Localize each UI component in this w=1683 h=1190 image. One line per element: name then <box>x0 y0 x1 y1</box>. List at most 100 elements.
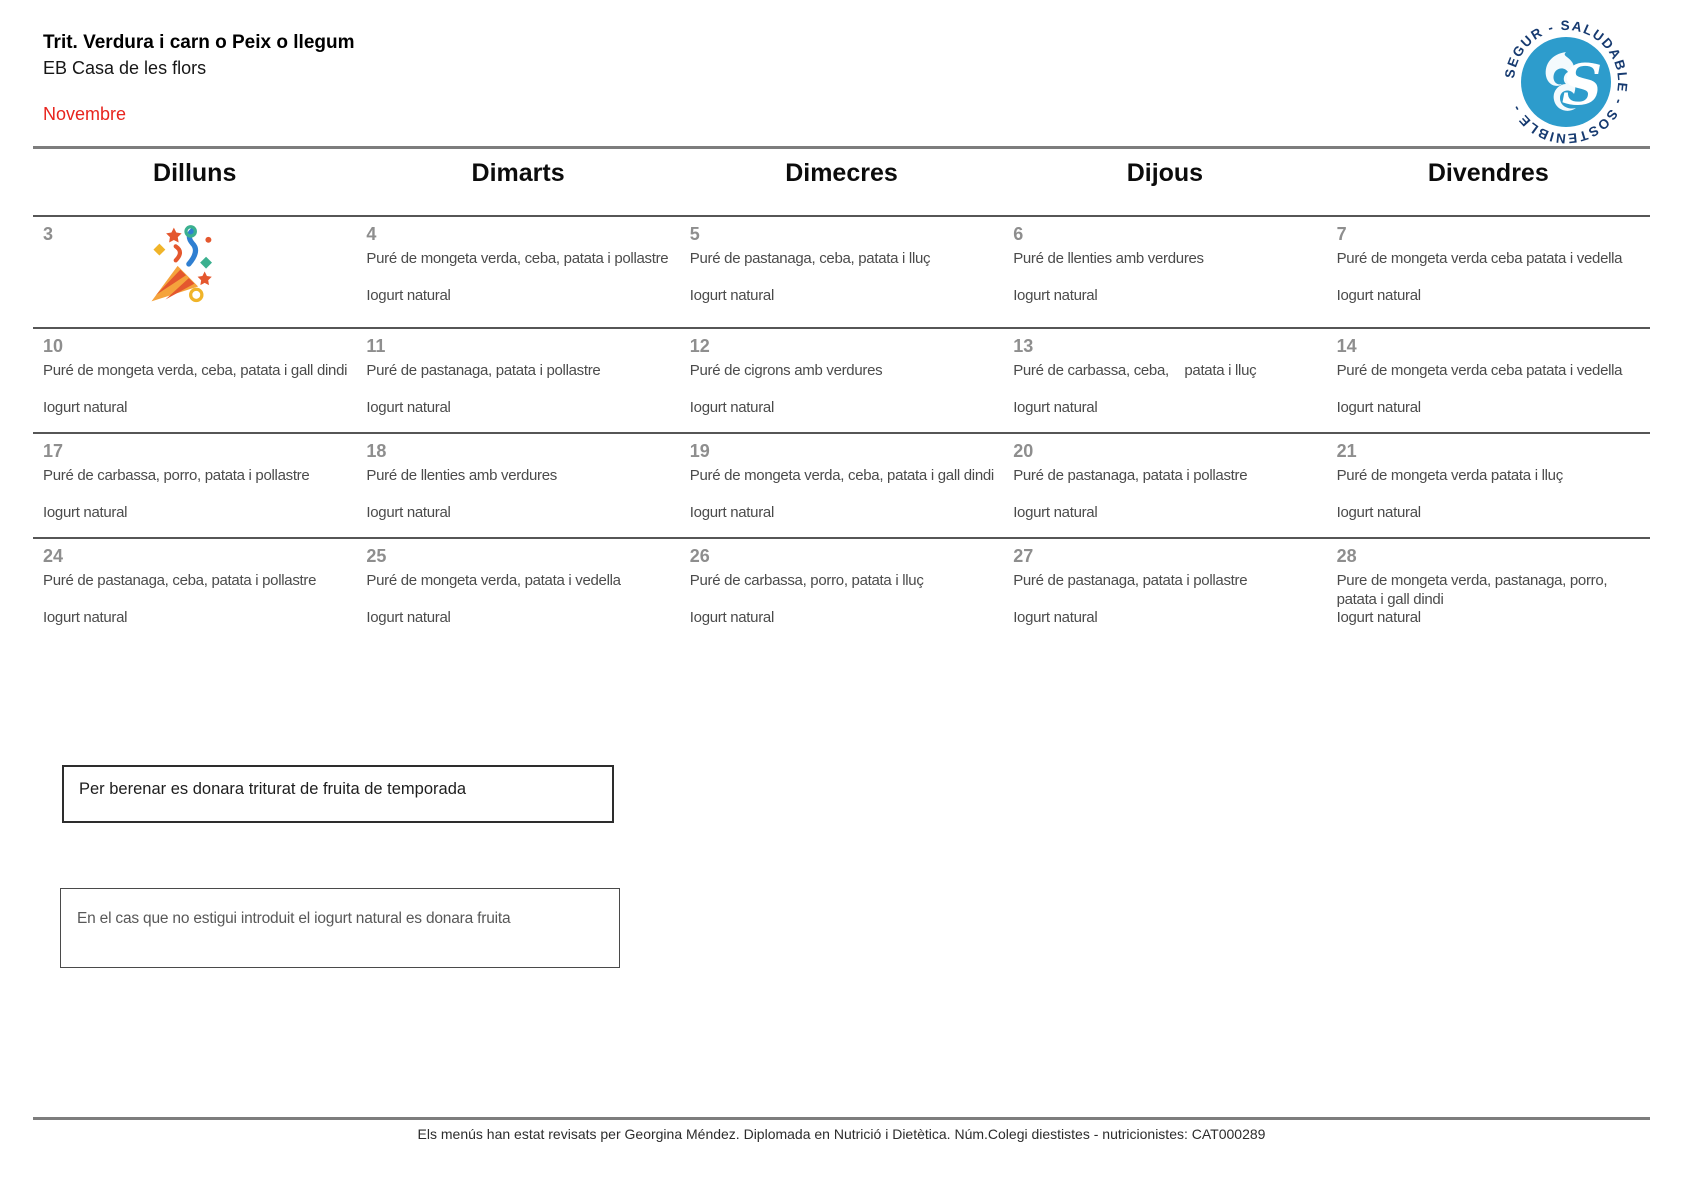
day-number: 3 <box>43 224 54 244</box>
yogurt-alternative-note-text: En el cas que no estigui introduit el io… <box>77 910 511 927</box>
page-title: Trit. Verdura i carn o Peix o llegum <box>43 32 355 53</box>
menu-text: Puré de mongeta verda ceba patata i vede… <box>1336 250 1623 267</box>
week-row-2: 10 Puré de mongeta verda, ceba, patata i… <box>33 327 1650 432</box>
menu-text: Puré de pastanaga, ceba, patata i pollas… <box>43 572 317 589</box>
menu-text: Puré de carbassa, ceba, patata i lluç <box>1013 362 1257 379</box>
yogurt-text: Iogurt natural <box>689 287 775 304</box>
menu-text: Puré de cigrons amb verdures <box>689 362 883 379</box>
day-cell-19: 19 Puré de mongeta verda, ceba, patata i… <box>680 434 1003 537</box>
day-number: 21 <box>1336 441 1357 461</box>
yogurt-text: Iogurt natural <box>43 504 128 521</box>
yogurt-text: Iogurt natural <box>689 504 775 521</box>
day-number: 4 <box>366 224 377 244</box>
day-cell-4: 4 Puré de mongeta verda, ceba, patata i … <box>356 217 679 327</box>
menu-text: Puré de mongeta verda ceba patata i vede… <box>1336 362 1623 379</box>
menu-text: Puré de pastanaga, patata i pollastre <box>366 362 601 379</box>
yogurt-text: Iogurt natural <box>1336 287 1422 304</box>
day-cell-17: 17 Puré de carbassa, porro, patata i pol… <box>33 434 356 537</box>
day-cell-20: 20 Puré de pastanaga, patata i pollastre… <box>1003 434 1326 537</box>
day-cell-6: 6 Puré de llenties amb verdures Iogurt n… <box>1003 217 1326 327</box>
day-number: 11 <box>366 336 386 356</box>
day-number: 26 <box>689 546 710 566</box>
day-cell-27: 27 Puré de pastanaga, patata i pollastre… <box>1003 539 1326 649</box>
weekday-monday: Dilluns <box>153 159 237 187</box>
day-cell-14: 14 Puré de mongeta verda ceba patata i v… <box>1327 329 1650 432</box>
yogurt-text: Iogurt natural <box>1013 399 1098 416</box>
weekday-tuesday: Dimarts <box>471 159 565 187</box>
weekday-wednesday: Dimecres <box>785 159 898 187</box>
menu-text: Puré de mongeta verda, patata i vedella <box>366 572 621 589</box>
snack-note-box: Per berenar es donara triturat de fruita… <box>62 765 614 823</box>
menu-text: Puré de carbassa, porro, patata i pollas… <box>43 467 310 484</box>
yogurt-text: Iogurt natural <box>1013 287 1098 304</box>
yogurt-alternative-note-box: En el cas que no estigui introduit el io… <box>60 888 620 968</box>
yogurt-text: Iogurt natural <box>366 287 451 304</box>
day-cell-18: 18 Puré de llenties amb verdures Iogurt … <box>356 434 679 537</box>
day-cell-12: 12 Puré de cigrons amb verdures Iogurt n… <box>680 329 1003 432</box>
menu-text: Pure de mongeta verda, pastanaga, porro,… <box>1336 572 1612 608</box>
weekday-friday: Divendres <box>1427 159 1549 187</box>
yogurt-text: Iogurt natural <box>366 504 451 521</box>
menu-text: Puré de carbassa, porro, patata i lluç <box>689 572 924 589</box>
menu-text: Puré de pastanaga, patata i pollastre <box>1013 572 1248 589</box>
week-row-3: 17 Puré de carbassa, porro, patata i pol… <box>33 432 1650 537</box>
logo-3s-glyph: S <box>1562 52 1602 118</box>
day-cell-13: 13 Puré de carbassa, ceba, patata i lluç… <box>1003 329 1326 432</box>
day-number: 10 <box>43 336 64 356</box>
day-number: 17 <box>43 441 64 461</box>
yogurt-text: Iogurt natural <box>1336 609 1422 626</box>
day-number: 6 <box>1013 224 1024 244</box>
school-name: EB Casa de les flors <box>43 58 207 78</box>
footer-divider <box>33 1117 1650 1120</box>
day-number: 12 <box>689 336 710 356</box>
day-number: 5 <box>689 224 700 244</box>
yogurt-text: Iogurt natural <box>43 609 128 626</box>
yogurt-text: Iogurt natural <box>1013 504 1098 521</box>
week-row-1: 3 4 Puré de mongeta <box>33 215 1650 327</box>
menu-text: Puré de mongeta verda patata i lluç <box>1336 467 1564 484</box>
day-cell-11: 11 Puré de pastanaga, patata i pollastre… <box>356 329 679 432</box>
weekday-thursday: Dijous <box>1126 159 1204 187</box>
day-number: 24 <box>43 546 64 566</box>
day-cell-24: 24 Puré de pastanaga, ceba, patata i pol… <box>33 539 356 649</box>
menu-text: Puré de mongeta verda, ceba, patata i ga… <box>689 467 994 484</box>
menu-calendar: Dilluns Dimarts Dimecres Dijous Divendre… <box>33 149 1650 649</box>
day-cell-3: 3 <box>33 217 356 327</box>
yogurt-text: Iogurt natural <box>366 609 451 626</box>
yogurt-text: Iogurt natural <box>1336 399 1422 416</box>
day-cell-10: 10 Puré de mongeta verda, ceba, patata i… <box>33 329 356 432</box>
day-number: 25 <box>366 546 387 566</box>
yogurt-text: Iogurt natural <box>689 399 775 416</box>
day-cell-25: 25 Puré de mongeta verda, patata i vedel… <box>356 539 679 649</box>
menu-text: Puré de pastanaga, ceba, patata i lluç <box>689 250 931 267</box>
day-number: 19 <box>689 441 710 461</box>
day-cell-21: 21 Puré de mongeta verda patata i lluç I… <box>1327 434 1650 537</box>
menu-text: Puré de pastanaga, patata i pollastre <box>1013 467 1248 484</box>
day-cell-7: 7 Puré de mongeta verda ceba patata i ve… <box>1327 217 1650 327</box>
menu-text: Puré de llenties amb verdures <box>366 467 557 484</box>
yogurt-text: Iogurt natural <box>1013 609 1098 626</box>
day-number: 7 <box>1336 224 1347 244</box>
day-number: 14 <box>1336 336 1357 356</box>
yogurt-text: Iogurt natural <box>366 399 451 416</box>
menu-text: Puré de mongeta verda, ceba, patata i po… <box>366 250 669 267</box>
menu-text: Puré de mongeta verda, ceba, patata i ga… <box>43 362 348 379</box>
day-cell-28: 28 Pure de mongeta verda, pastanaga, por… <box>1327 539 1650 649</box>
party-popper-icon <box>151 225 213 303</box>
yogurt-text: Iogurt natural <box>43 399 128 416</box>
day-number: 28 <box>1336 546 1357 566</box>
header-divider <box>33 146 1650 149</box>
day-number: 18 <box>366 441 387 461</box>
yogurt-text: Iogurt natural <box>1336 504 1422 521</box>
segur-saludable-sostenible-logo-icon: S SEGUR - SALUDABLE - SOSTENIBLE - <box>1502 18 1629 146</box>
snack-note-text: Per berenar es donara triturat de fruita… <box>79 780 467 798</box>
day-cell-26: 26 Puré de carbassa, porro, patata i llu… <box>680 539 1003 649</box>
day-number: 27 <box>1013 546 1034 566</box>
nutritionist-credit: Els menús han estat revisats per Georgin… <box>417 1126 1266 1142</box>
day-number: 20 <box>1013 441 1034 461</box>
week-row-4: 24 Puré de pastanaga, ceba, patata i pol… <box>33 537 1650 649</box>
day-cell-5: 5 Puré de pastanaga, ceba, patata i lluç… <box>680 217 1003 327</box>
day-number: 13 <box>1013 336 1034 356</box>
yogurt-text: Iogurt natural <box>689 609 775 626</box>
